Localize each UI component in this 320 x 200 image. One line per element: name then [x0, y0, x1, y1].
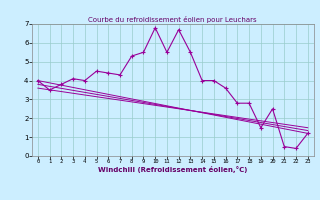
- Title: Courbe du refroidissement éolien pour Leuchars: Courbe du refroidissement éolien pour Le…: [89, 16, 257, 23]
- X-axis label: Windchill (Refroidissement éolien,°C): Windchill (Refroidissement éolien,°C): [98, 166, 247, 173]
